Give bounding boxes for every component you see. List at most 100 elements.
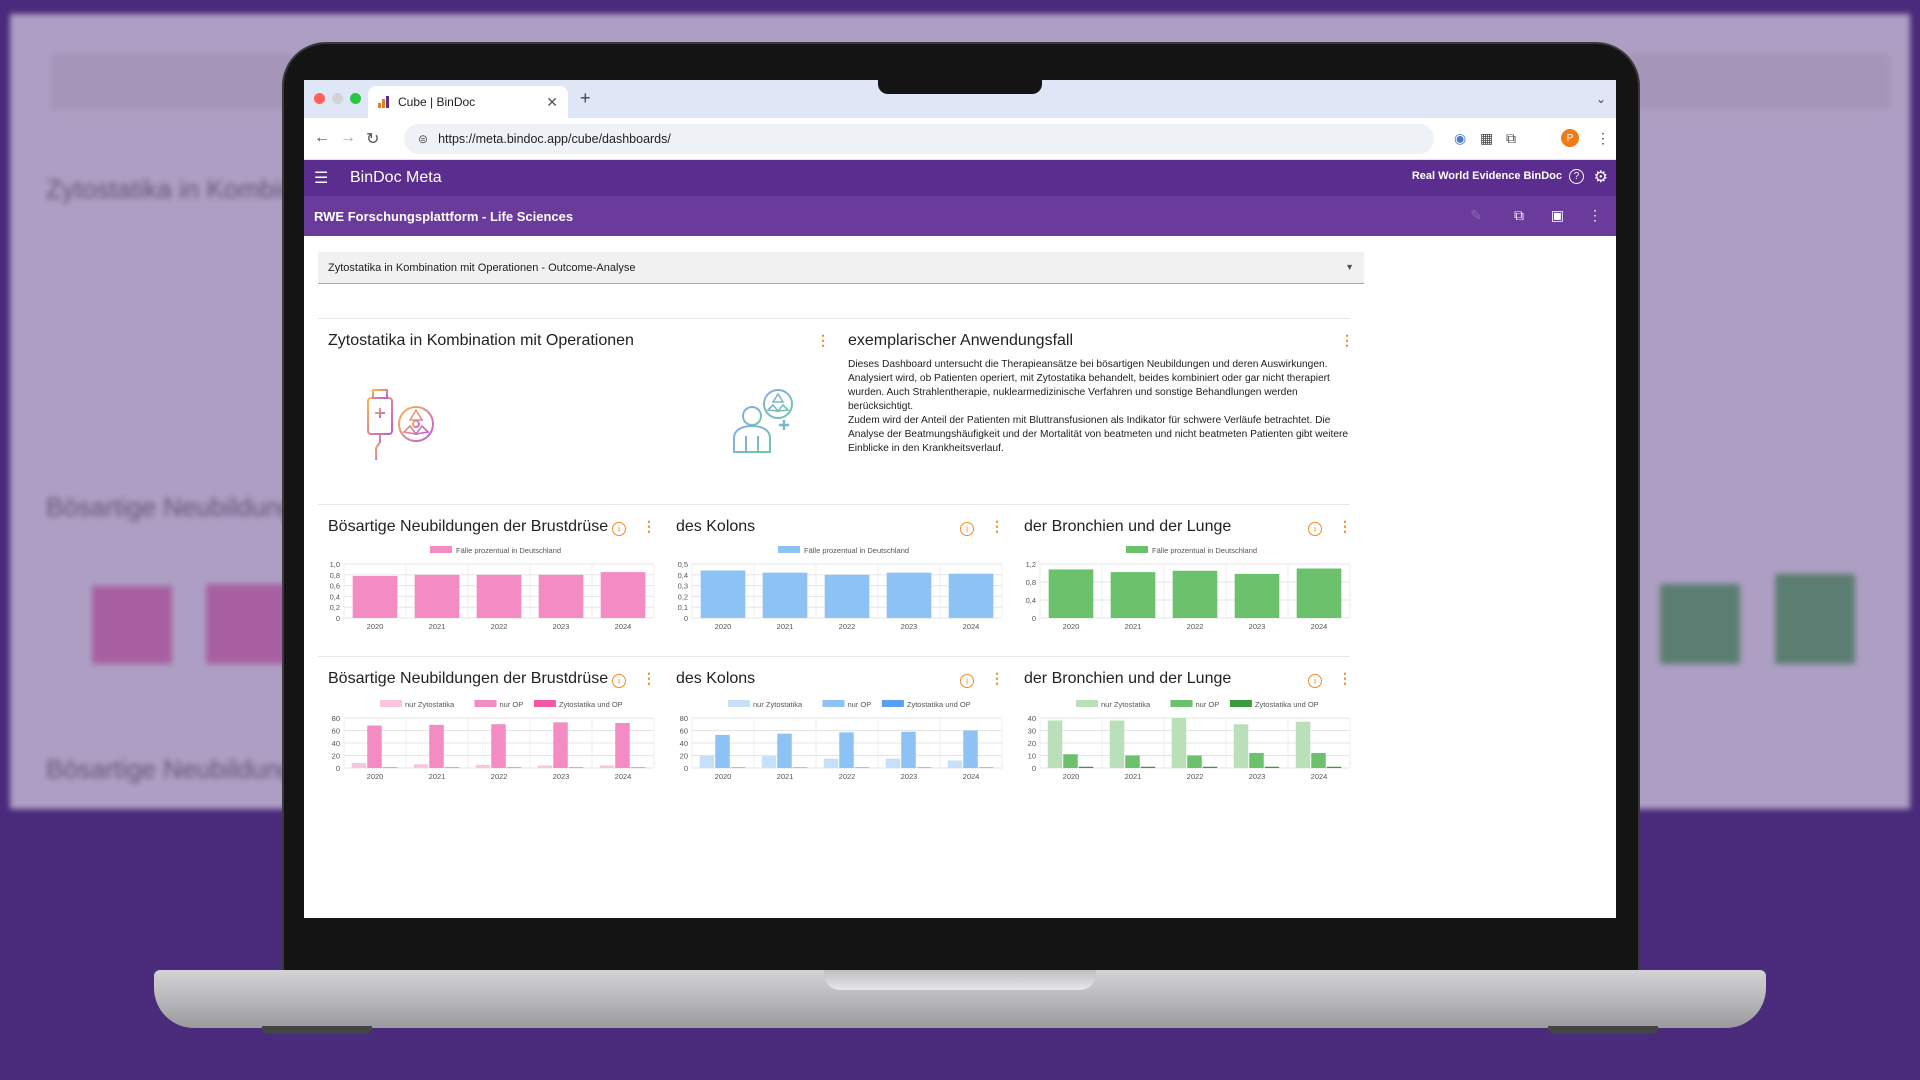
browser-address-row: ← → ↻ ⊜ https://meta.bindoc.app/cube/das… [304,118,1616,160]
bar [414,574,460,618]
url-bar[interactable]: ⊜ https://meta.bindoc.app/cube/dashboard… [404,124,1434,154]
site-info-icon[interactable]: ⊜ [418,132,429,146]
bar [824,574,870,618]
y-tick-label: 10 [1028,752,1036,761]
laptop-base [154,970,1766,1028]
bar [1110,572,1156,618]
tab-list-chevron-icon[interactable]: ⌄ [1595,92,1606,106]
y-tick-label: 0,3 [678,582,688,591]
x-tick-label: 2022 [491,622,508,631]
legend-label: nur Zytostatika [1101,700,1151,709]
ticket-extension-icon[interactable]: ▦ [1480,130,1494,146]
y-tick-label: 0,1 [678,603,688,612]
forward-arrow-icon[interactable]: → [340,129,356,146]
copy-icon[interactable]: ⧉ [1514,207,1524,223]
organization-name[interactable]: Real World Evidence BinDoc [1411,170,1562,182]
panel-menu-icon[interactable]: ⋮ [642,670,656,686]
breast-cancer-share-chart: Fälle prozentual in Deutschland 1,0 0,8 0,6… [330,546,655,631]
x-tick-label: 2021 [429,772,446,781]
maximize-window-dot[interactable] [350,93,361,104]
x-tick-label: 2023 [901,772,918,781]
x-tick-label: 2021 [1125,772,1142,781]
panel-menu-icon[interactable]: ⋮ [642,518,656,534]
bar [1063,754,1078,768]
bar [761,756,777,768]
y-tick-label: 40 [680,739,688,748]
camera-notch [878,80,1042,94]
y-tick-label: 80 [332,714,340,723]
close-tab-icon[interactable]: ✕ [546,93,558,110]
reload-icon[interactable]: ↻ [366,131,380,148]
dashboard-title: RWE Forschungsplattform - Life Sciences [314,208,574,224]
y-tick-label: 20 [680,752,688,761]
save-icon[interactable]: ▣ [1550,207,1564,223]
y-tick-label: 0,4 [330,592,340,601]
y-tick-label: 0 [684,614,688,623]
more-options-icon[interactable]: ⋮ [1588,207,1602,223]
info-icon[interactable]: i [960,674,974,688]
bar [1311,753,1326,768]
bar [599,765,615,768]
chart-title: des Kolons [676,670,756,687]
bar [1295,721,1311,768]
y-tick-label: 0,6 [330,582,340,591]
info-icon[interactable]: i [1308,674,1322,688]
puzzle-extension-icon[interactable]: ⧉ [1506,130,1516,146]
infusion-radiation-illustration [367,389,434,460]
bar [1109,720,1125,768]
x-tick-label: 2022 [1187,772,1204,781]
x-tick-label: 2024 [963,622,980,631]
panel-menu-icon[interactable]: ⋮ [1340,332,1354,348]
bar [730,767,746,768]
bar [615,723,630,768]
y-tick-label: 60 [680,727,688,736]
info-icon[interactable]: i [960,522,974,536]
bar [823,758,839,768]
info-icon[interactable]: i [612,674,626,688]
bar [1326,766,1342,768]
intro-right-title: exemplarischer Anwendungsfall [848,332,1074,349]
legend-swatch [380,700,402,707]
y-tick-label: 0,4 [1026,596,1036,605]
bar [699,755,715,768]
bar [886,572,932,618]
bar [491,724,506,768]
browser-tab[interactable]: Cube | BinDoc ✕ [368,86,568,118]
translate-extension-icon[interactable]: ◉ [1454,130,1467,146]
intro-description: Dieses Dashboard untersucht die Therapie… [848,358,1358,456]
info-icon[interactable]: i [612,522,626,536]
help-icon[interactable]: ? [1569,169,1584,184]
panel-menu-icon[interactable]: ⋮ [1338,518,1352,534]
chart-title: der Bronchien und der Lunge [1024,670,1232,687]
minimize-window-dot[interactable] [332,93,343,104]
bar [537,765,553,768]
info-icon[interactable]: i [1308,522,1322,536]
x-tick-label: 2024 [1311,772,1328,781]
bar [630,767,646,768]
legend-swatch [474,700,497,707]
chart-title: der Bronchien und der Lunge [1024,518,1232,535]
x-tick-label: 2021 [777,622,794,631]
y-tick-label: 60 [332,727,340,736]
chart-title: Bösartige Neubildungen der Brustdrüse [328,518,609,535]
x-tick-label: 2020 [1063,622,1080,631]
settings-gear-icon[interactable]: ⚙ [1593,169,1608,186]
new-tab-icon[interactable]: + [580,88,591,108]
panel-menu-icon[interactable]: ⋮ [990,670,1004,686]
back-arrow-icon[interactable]: ← [314,129,330,146]
edit-pencil-icon[interactable]: ✎ [1470,207,1482,223]
profile-avatar[interactable]: P [1561,129,1579,147]
dashboard-select[interactable]: Zytostatika in Kombination mit Operation… [318,252,1364,284]
panel-menu-icon[interactable]: ⋮ [1338,670,1352,686]
legend-swatch [728,700,750,707]
panel-menu-icon[interactable]: ⋮ [816,332,830,348]
bar [476,574,522,618]
y-tick-label: 0,4 [678,571,688,580]
x-tick-label: 2020 [715,772,732,781]
legend-label: nur Zytostatika [753,700,803,709]
dashboard-select-value: Zytostatika in Kombination mit Operation… [328,261,636,274]
panel-menu-icon[interactable]: ⋮ [990,518,1004,534]
close-window-dot[interactable] [314,93,325,104]
browser-menu-icon[interactable]: ⋮ [1596,130,1610,146]
hamburger-menu-icon[interactable]: ☰ [314,170,329,187]
